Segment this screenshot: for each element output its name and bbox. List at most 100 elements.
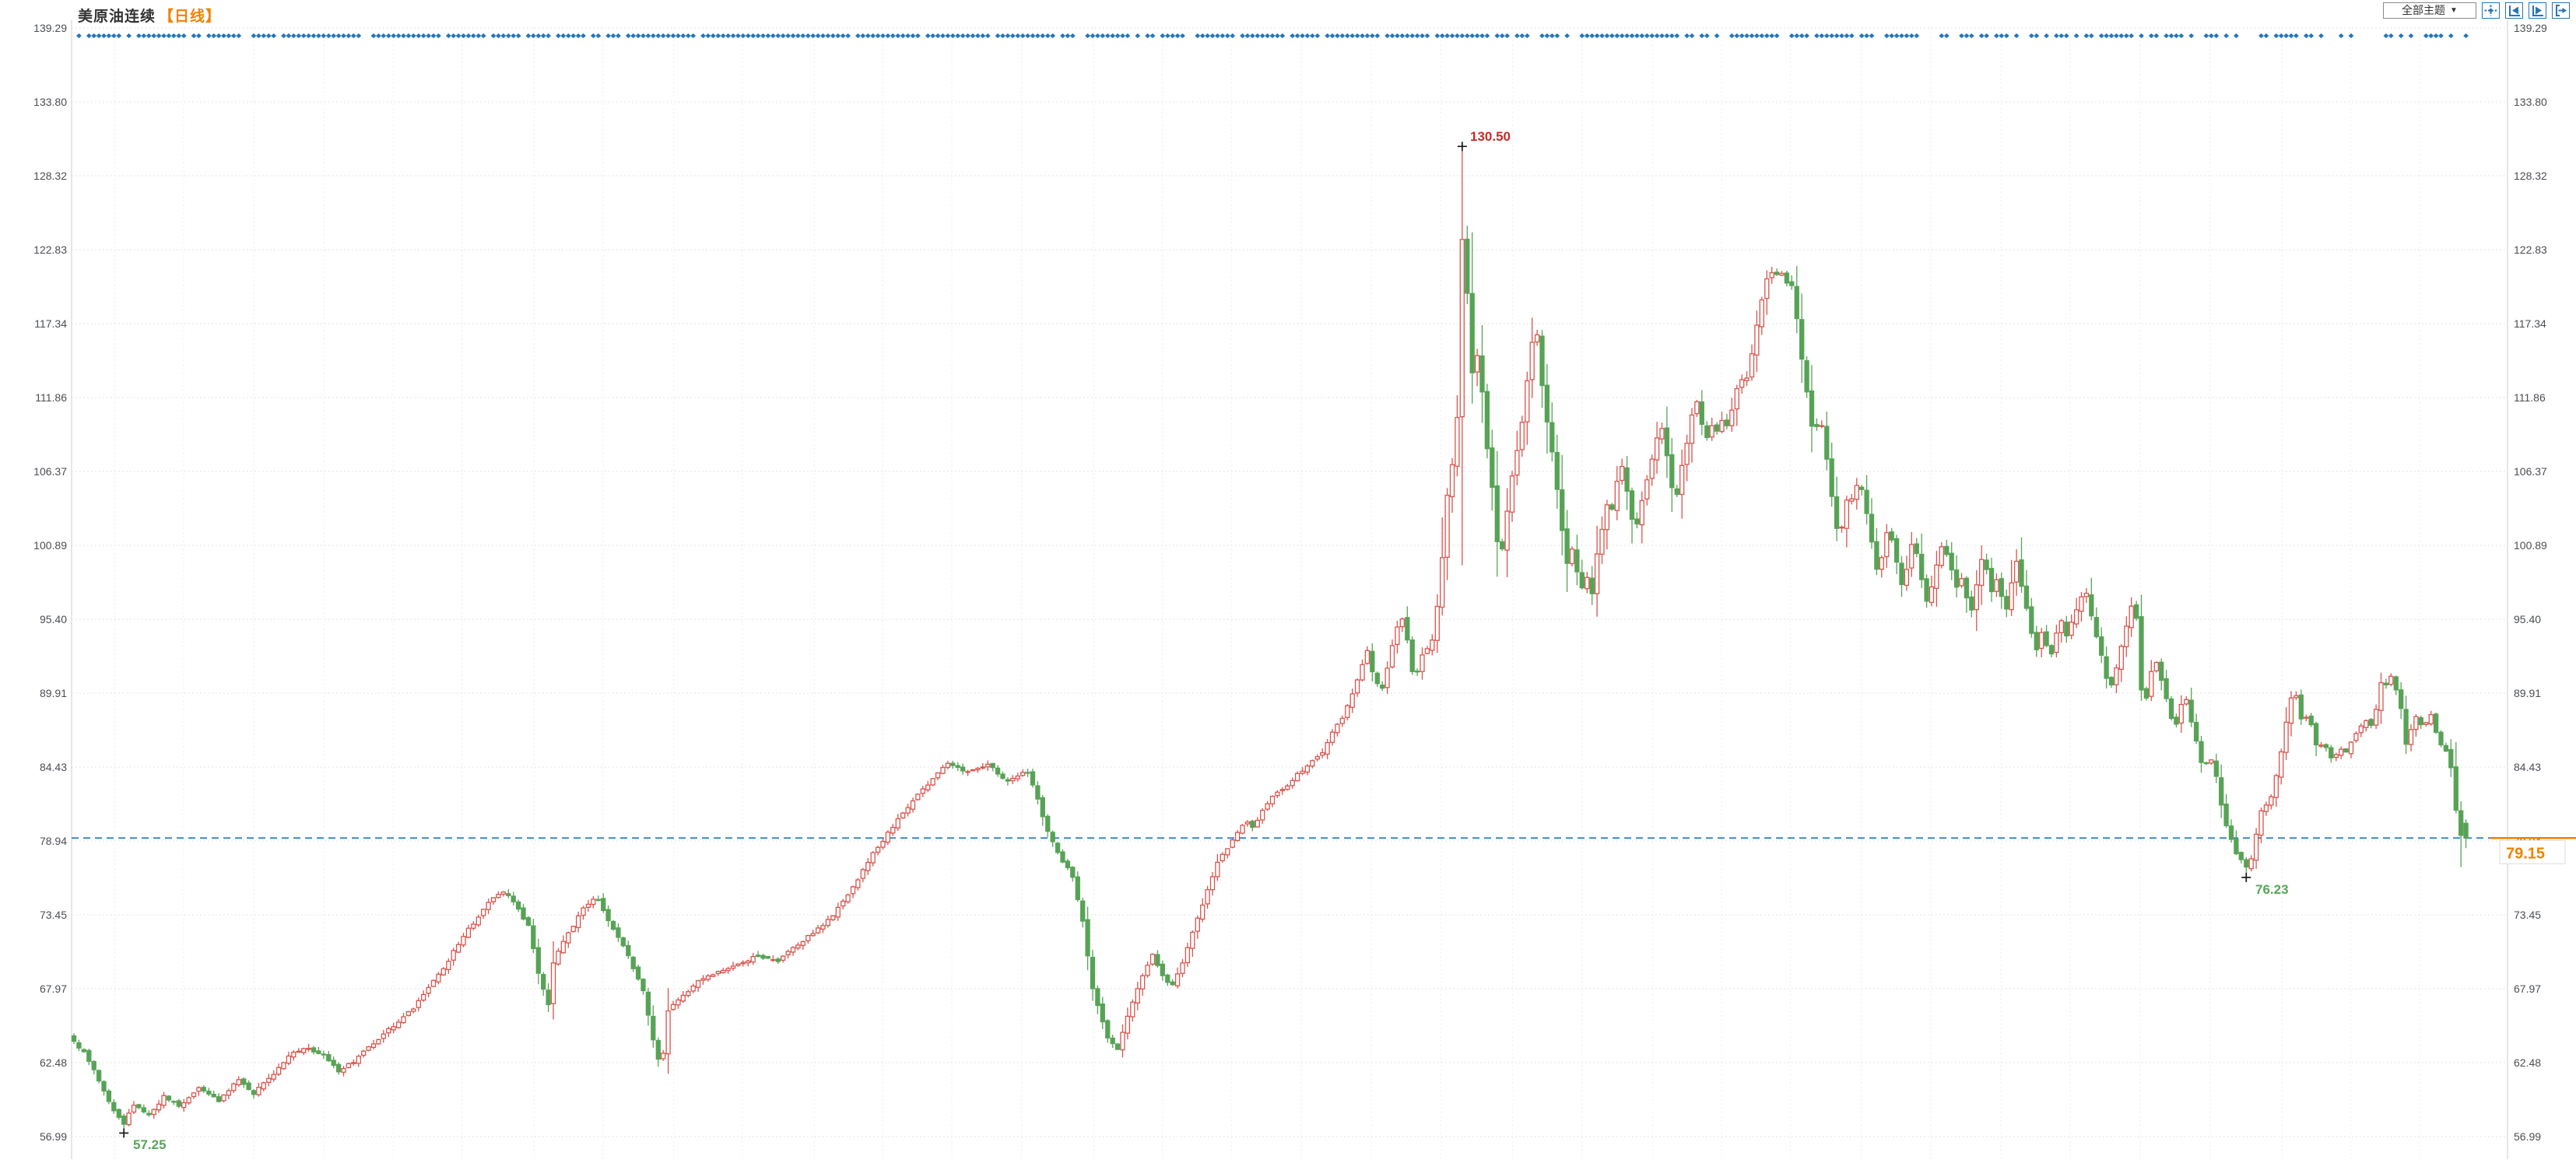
event-dot (1614, 33, 1620, 39)
event-dot (2208, 33, 2214, 39)
event-dot (885, 33, 891, 39)
event-dot (2139, 33, 2144, 39)
event-dot (1314, 33, 1321, 39)
event-dot (2088, 33, 2094, 39)
current-price-tag: 79.15 (2490, 837, 2576, 864)
event-dot (476, 33, 482, 39)
event-dot (975, 33, 981, 39)
event-dot (170, 33, 177, 39)
y-tick-left: 128.32 (33, 170, 67, 182)
y-tick-right: 117.34 (2514, 317, 2546, 330)
period-tag: 【日线】 (159, 9, 222, 25)
candles-down (71, 226, 2469, 1133)
event-dot (1639, 33, 1645, 39)
event-dot (470, 33, 476, 39)
event-dot (581, 33, 586, 39)
event-dot (221, 33, 226, 39)
event-dot (1759, 33, 1765, 39)
event-dot (251, 33, 257, 39)
event-dot (2098, 33, 2104, 39)
event-dot (116, 33, 122, 39)
event-dot (590, 33, 596, 39)
event-dot (191, 33, 197, 39)
event-dot (1125, 33, 1131, 39)
event-dot (2188, 33, 2195, 39)
event-dot (1669, 33, 1675, 39)
event-dot (1065, 33, 1071, 39)
event-dot (905, 33, 911, 39)
event-dot (1899, 33, 1904, 39)
event-dot (151, 33, 157, 39)
event-dot (860, 33, 866, 39)
y-tick-right: 122.83 (2514, 243, 2547, 256)
event-dot (96, 33, 102, 39)
event-dot (230, 33, 237, 39)
event-dot (1110, 33, 1116, 39)
event-dot (1100, 33, 1106, 39)
event-dot (595, 33, 602, 39)
event-dot (1459, 33, 1465, 39)
event-dot (616, 33, 621, 39)
event-dot (1754, 33, 1760, 39)
event-dot (605, 33, 611, 39)
y-tick-left: 100.89 (33, 539, 67, 552)
event-dot (2438, 33, 2444, 39)
event-dot (2278, 33, 2284, 39)
event-dot (755, 33, 761, 39)
event-dot (376, 33, 381, 39)
event-dot (1205, 33, 1210, 39)
event-dot (381, 33, 387, 39)
event-dot (2129, 33, 2135, 39)
pan-to-end-icon[interactable] (2529, 2, 2546, 19)
event-dot (1734, 33, 1740, 39)
event-dot (1300, 33, 1305, 39)
event-dot (1434, 33, 1441, 39)
event-dot (980, 33, 986, 39)
event-dot (2388, 33, 2394, 39)
event-dot (960, 33, 966, 39)
event-dot (2123, 33, 2129, 39)
event-dot (765, 33, 771, 39)
event-dot (1823, 33, 1830, 39)
event-dot (350, 33, 356, 39)
event-dot (2223, 33, 2229, 39)
y-tick-right: 100.89 (2514, 539, 2547, 552)
event-dot (2348, 33, 2354, 39)
event-dot (1455, 33, 1460, 39)
event-dot (910, 33, 916, 39)
event-dot (805, 33, 811, 39)
event-dot (610, 33, 616, 39)
event-dot (2013, 33, 2020, 39)
event-dot (1385, 33, 1390, 39)
axis-edge-lines (71, 20, 2508, 1159)
event-dot (261, 33, 267, 39)
event-dot (1420, 33, 1425, 39)
event-dot (1844, 33, 1850, 39)
pan-move-icon[interactable] (2482, 2, 2500, 19)
pan-to-start-icon[interactable] (2505, 2, 2523, 19)
event-dot (1325, 33, 1330, 39)
event-dot (515, 33, 521, 39)
event-dot (1209, 33, 1216, 39)
event-dot (1704, 33, 1710, 39)
event-dot (2058, 33, 2065, 39)
event-dot (1449, 33, 1455, 39)
event-dot (900, 33, 906, 39)
low-annotation-2: 76.23 (2255, 882, 2289, 897)
event-dot (1544, 33, 1550, 39)
event-dot (1389, 33, 1395, 39)
event-dot (1644, 33, 1650, 39)
event-dot (1504, 33, 1510, 39)
event-dot (101, 33, 107, 39)
event-dot (1788, 33, 1795, 39)
event-dot (1164, 33, 1170, 39)
event-dots-layer[interactable] (76, 33, 2469, 39)
theme-dropdown[interactable]: 全部主题 ▼ (2383, 2, 2476, 19)
event-dot (630, 33, 637, 39)
event-dot (2028, 33, 2034, 39)
event-dot (2164, 33, 2169, 39)
event-dot (126, 33, 132, 39)
event-dot (645, 33, 651, 39)
jump-to-latest-icon[interactable] (2552, 2, 2570, 19)
